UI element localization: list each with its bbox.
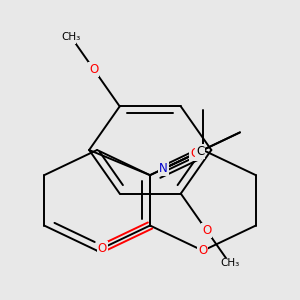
Text: N: N [159, 162, 168, 176]
Text: O: O [89, 63, 98, 76]
Text: C: C [196, 145, 204, 158]
Text: O: O [66, 30, 75, 43]
Text: CH₃: CH₃ [61, 32, 80, 42]
Text: O: O [98, 242, 107, 255]
Text: CH₃: CH₃ [220, 258, 239, 268]
Text: O: O [198, 244, 208, 257]
Text: O: O [202, 224, 212, 237]
Text: O: O [190, 147, 200, 160]
